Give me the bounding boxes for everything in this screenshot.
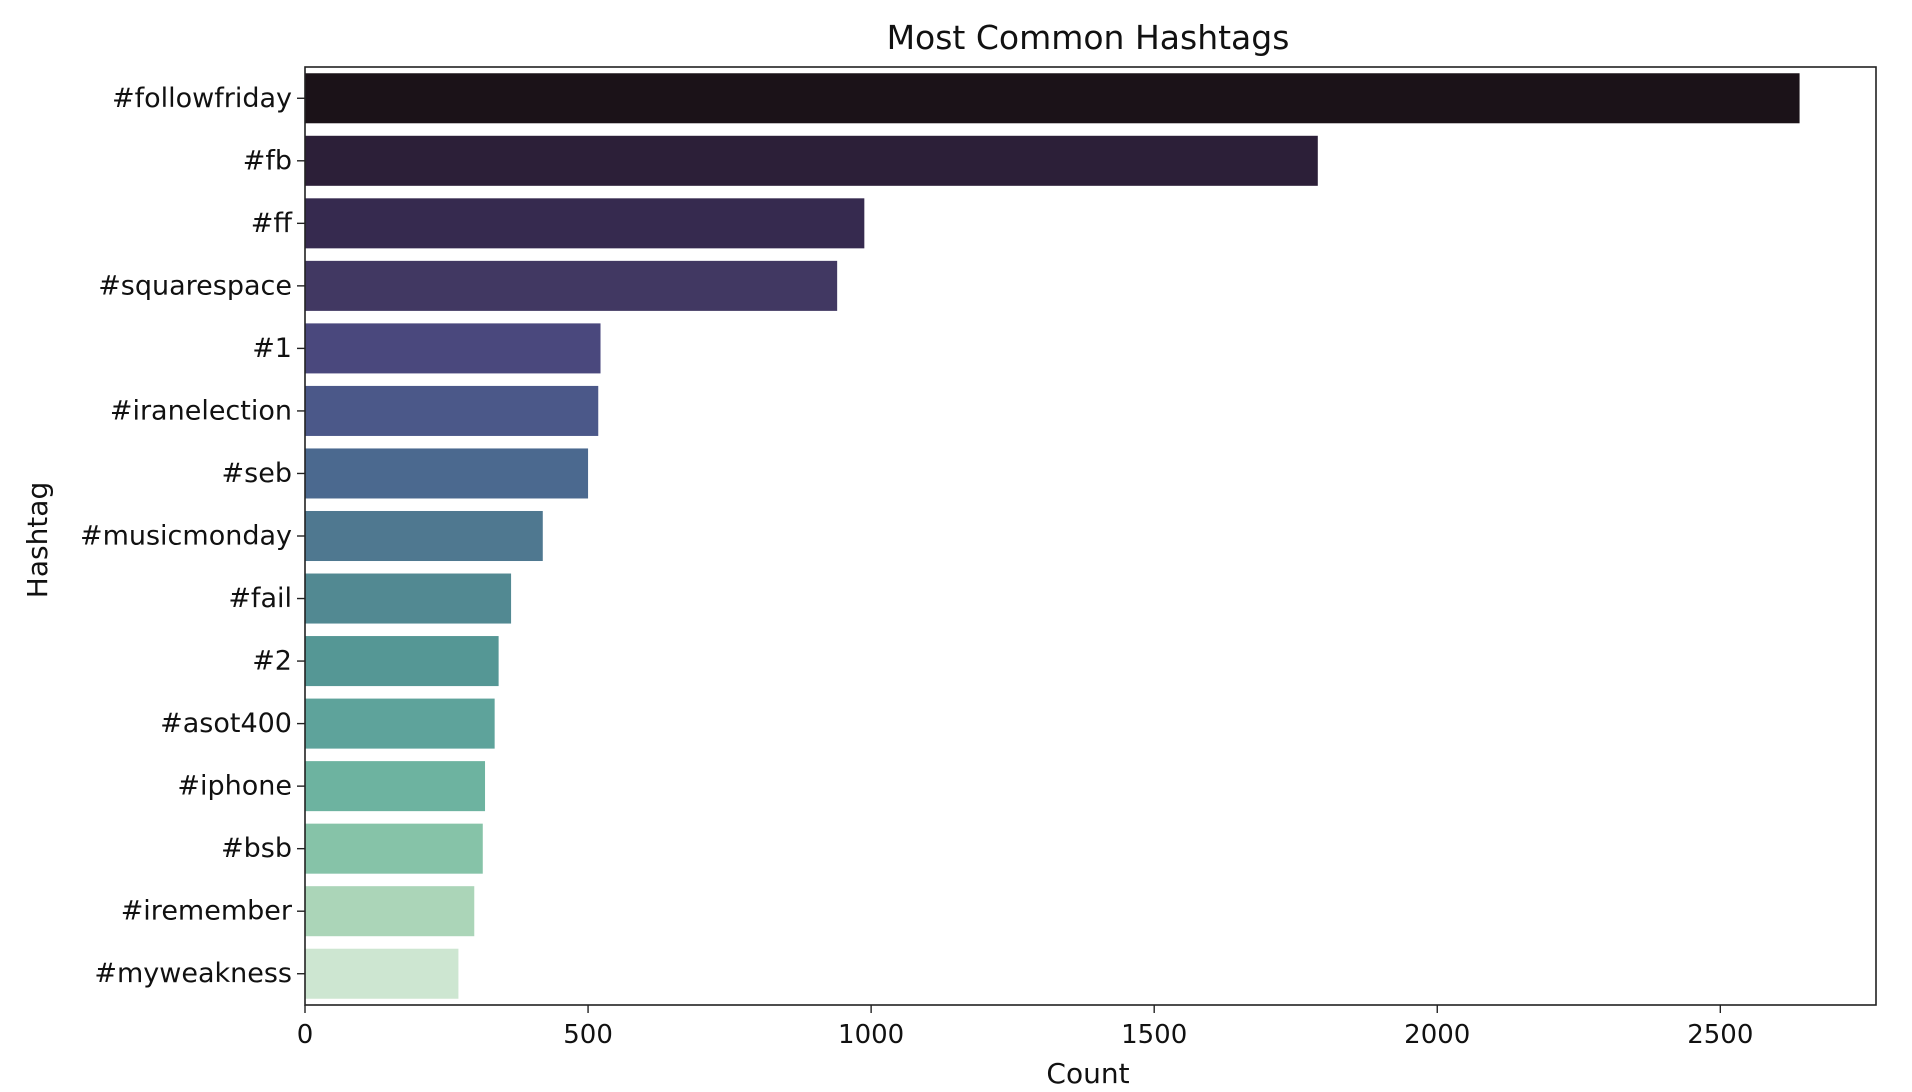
bar-ff [305,198,865,249]
y-tick-label: #iphone [177,771,292,802]
y-tick-label: #iremember [121,896,293,927]
x-tick-label: 1000 [838,1020,904,1050]
y-tick-label: #myweakness [94,958,292,989]
y-tick-label: #followfriday [112,83,292,114]
y-tick-label: #1 [252,333,292,364]
bar-iphone [305,761,486,812]
bar-fail [305,573,512,624]
plot-frame [304,66,1877,1006]
x-axis-ticks: 0 500 1000 1500 2000 2500 [297,1005,1753,1050]
y-tick-label: #bsb [221,833,292,864]
y-tick-label: #fb [243,145,292,176]
y-tick-label: #asot400 [160,708,292,739]
chart-title: Most Common Hashtags [887,18,1290,57]
bar-iranelection [305,385,599,436]
y-tick-label: #musicmonday [80,521,292,552]
bar-seb [305,448,589,499]
y-axis-ticks: #followfriday #fb #ff #squarespace #1 #iranel… [80,83,305,989]
bars-group [305,73,1800,999]
bar-bsb [305,823,483,874]
bar-asot400 [305,698,495,749]
y-tick-label: #seb [222,458,292,489]
bar-musicmonday [305,510,543,562]
y-tick-label: #squarespace [98,270,292,301]
bar-myweakness [305,948,459,999]
bar-fb [305,135,1318,186]
y-tick-label: #2 [252,646,292,677]
x-tick-label: 2000 [1404,1020,1470,1050]
bar-2 [305,636,499,687]
y-tick-label: #fail [228,583,292,614]
bar-followfriday [305,73,1800,124]
y-tick-label: #iranelection [110,395,292,426]
bar-iremember [305,886,475,937]
x-tick-label: 0 [297,1020,314,1050]
bar-squarespace [305,260,838,311]
bar-1 [305,323,601,374]
y-tick-label: #ff [251,208,294,239]
x-tick-label: 2500 [1687,1020,1753,1050]
x-tick-label: 500 [563,1020,613,1050]
y-axis-label: Hashtag [21,482,54,598]
x-tick-label: 1500 [1121,1020,1187,1050]
x-axis-label: Count [1046,1057,1129,1090]
